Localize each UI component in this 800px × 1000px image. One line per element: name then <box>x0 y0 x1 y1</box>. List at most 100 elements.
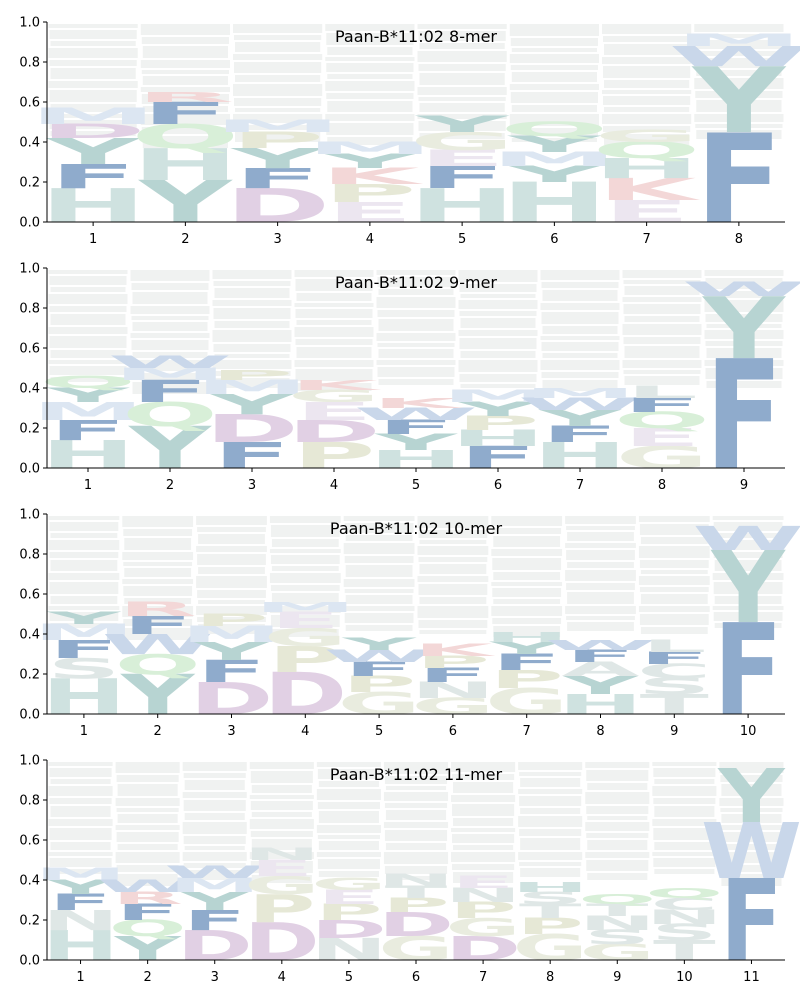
logo-letter: F <box>345 658 414 680</box>
faint-letter <box>493 626 561 637</box>
faint-letter <box>377 277 455 287</box>
faint-letter <box>141 127 229 134</box>
x-tick-label: 7 <box>576 478 584 493</box>
faint-letter <box>270 525 340 537</box>
faint-letter <box>419 564 487 574</box>
faint-letter <box>705 314 783 322</box>
x-tick-label: 8 <box>735 232 743 247</box>
faint-letter <box>269 549 341 553</box>
faint-letter <box>624 376 700 385</box>
logo-letter: A <box>561 658 639 680</box>
faint-letter <box>458 330 538 336</box>
faint-letter <box>376 270 456 275</box>
faint-letter <box>417 24 507 29</box>
y-tick-label: 1.0 <box>19 754 40 769</box>
x-tick-label: 2 <box>143 970 151 985</box>
faint-letter <box>296 320 372 325</box>
faint-letter <box>141 37 229 44</box>
faint-letter <box>50 623 118 628</box>
y-tick-label: 0.0 <box>19 216 40 231</box>
faint-letter <box>638 606 710 612</box>
faint-letter <box>418 530 488 538</box>
faint-letter <box>249 795 314 799</box>
faint-letter <box>654 779 715 784</box>
faint-letter <box>123 586 193 596</box>
faint-letter <box>235 132 321 142</box>
faint-letter <box>50 596 118 604</box>
faint-letter <box>653 798 716 804</box>
x-tick-label: 2 <box>154 724 162 739</box>
faint-letter <box>652 762 717 766</box>
faint-letter <box>604 44 690 55</box>
faint-letter <box>518 816 583 827</box>
faint-letter <box>419 103 505 112</box>
logo-letter: Y <box>46 609 123 628</box>
logo-letter: F <box>123 612 192 640</box>
faint-letter <box>714 560 782 571</box>
faint-letter <box>418 31 506 41</box>
faint-letter <box>317 859 380 869</box>
faint-letter <box>419 540 487 544</box>
logo-letter: R <box>119 598 197 620</box>
faint-letter <box>542 290 618 301</box>
x-tick-label: 7 <box>642 232 650 247</box>
faint-letter <box>235 75 321 82</box>
faint-letter <box>213 281 291 286</box>
faint-letter <box>250 831 313 837</box>
y-tick-label: 0.8 <box>19 548 40 563</box>
faint-letter <box>183 800 246 811</box>
logo-letter: F <box>116 900 179 926</box>
faint-letter <box>183 863 246 868</box>
faint-letter <box>214 288 290 298</box>
logo-letter: F <box>377 416 454 438</box>
faint-letter <box>565 516 636 524</box>
x-tick-label: 2 <box>166 478 174 493</box>
logo-letter: M <box>675 31 800 50</box>
logo-letter: H <box>484 629 569 645</box>
logo-letter: Y <box>210 389 295 421</box>
faint-letter <box>519 796 582 806</box>
faint-letter <box>50 104 136 112</box>
faint-letter <box>458 300 538 309</box>
faint-letter <box>132 352 208 358</box>
faint-letter <box>624 346 700 358</box>
faint-letter <box>182 822 247 834</box>
y-tick-label: 1.0 <box>19 262 40 277</box>
faint-letter <box>713 552 783 558</box>
faint-letter <box>695 124 783 128</box>
y-tick-label: 0.6 <box>19 834 40 849</box>
logo-letter: P <box>342 672 416 697</box>
faint-letter <box>50 314 126 325</box>
x-tick-label: 7 <box>523 724 531 739</box>
logo-letter: Y <box>489 639 566 658</box>
faint-letter <box>49 30 137 39</box>
faint-letter <box>417 576 489 582</box>
faint-letter <box>540 303 620 310</box>
logo-letter: Y <box>180 887 250 916</box>
faint-letter <box>565 570 636 581</box>
faint-letter <box>376 360 456 365</box>
faint-letter <box>565 606 636 614</box>
faint-letter <box>712 540 784 550</box>
logo-letter: E <box>452 873 515 892</box>
faint-letter <box>385 876 447 880</box>
faint-letter <box>696 70 782 76</box>
faint-letter <box>567 532 634 541</box>
faint-letter <box>493 536 561 547</box>
faint-letter <box>453 782 514 793</box>
logo-letter: Y <box>538 406 623 431</box>
logo-letter: Y <box>456 398 541 420</box>
faint-letter <box>294 360 374 367</box>
faint-letter <box>720 775 783 782</box>
faint-letter <box>520 868 581 877</box>
logo-letter: E <box>295 397 372 426</box>
faint-letter <box>48 573 120 580</box>
faint-letter <box>418 97 506 101</box>
logo-letter: Q <box>131 118 239 156</box>
logo-letter: M <box>214 117 341 136</box>
faint-letter <box>602 90 692 94</box>
faint-letter <box>48 81 138 88</box>
x-tick-label: 8 <box>546 970 554 985</box>
logo-letter: Y <box>46 876 115 898</box>
logo-letter: Q <box>578 891 656 907</box>
